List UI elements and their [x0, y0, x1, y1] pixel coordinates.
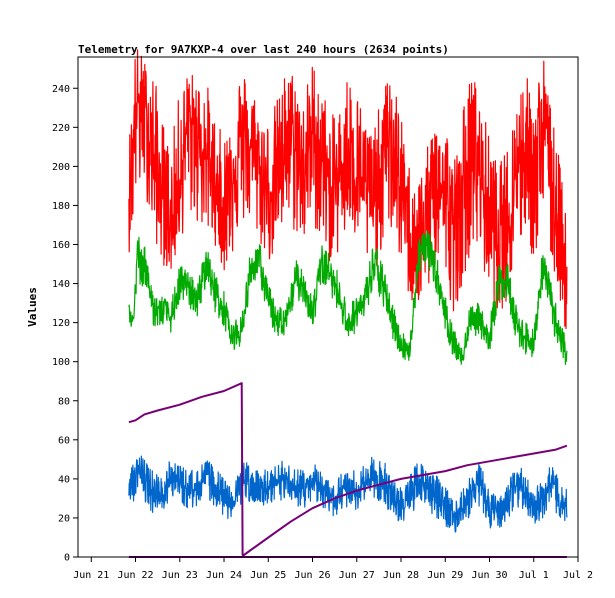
- x-tick-label: Jul 2: [563, 570, 593, 581]
- series-line-1: [128, 49, 568, 330]
- y-tick-label: 220: [52, 123, 70, 134]
- x-tick-label: Jun 21: [73, 570, 109, 581]
- plot-frame: [77, 56, 579, 558]
- series-layer: [128, 49, 568, 558]
- x-tick-label: Jun 24: [206, 570, 242, 581]
- y-tick-label: 40: [58, 474, 70, 485]
- y-tick-label: 60: [58, 435, 70, 446]
- x-tick-label: Jun 29: [427, 570, 463, 581]
- x-tick-label: Jun 27: [339, 570, 375, 581]
- y-tick-label: 20: [58, 513, 70, 524]
- series-line-2: [128, 230, 568, 365]
- x-tick-label: Jun 30: [471, 570, 507, 581]
- y-tick-label: 140: [52, 279, 70, 290]
- x-tick-label: Jun 26: [294, 570, 330, 581]
- x-tick-label: Jun 25: [250, 570, 286, 581]
- chart-title: Telemetry for 9A7KXP-4 over last 240 hou…: [78, 43, 449, 56]
- y-tick-label: 0: [64, 553, 70, 564]
- y-tick-label: 240: [52, 84, 70, 95]
- x-tick-label: Jul 1: [519, 570, 549, 581]
- y-tick-label: 200: [52, 162, 70, 173]
- y-tick-label: 180: [52, 201, 70, 212]
- x-tick-label: Jun 23: [162, 570, 198, 581]
- y-tick-label: 100: [52, 357, 70, 368]
- y-tick-label: 80: [58, 396, 70, 407]
- y-axis: 0 20 40 60 80 100 120 140 160 180 200 220 240: [52, 84, 78, 564]
- y-axis-title: Values: [26, 287, 39, 327]
- y-tick-label: 160: [52, 240, 70, 251]
- x-tick-label: Jun 22: [117, 570, 153, 581]
- x-axis: Jun 21 Jun 22 Jun 23 Jun 24 Jun 25 Jun 26 Jun …: [73, 557, 593, 581]
- y-tick-label: 120: [52, 318, 70, 329]
- series-line-3: [128, 455, 568, 533]
- x-tick-label: Jun 28: [383, 570, 419, 581]
- series-line-4: [128, 382, 568, 556]
